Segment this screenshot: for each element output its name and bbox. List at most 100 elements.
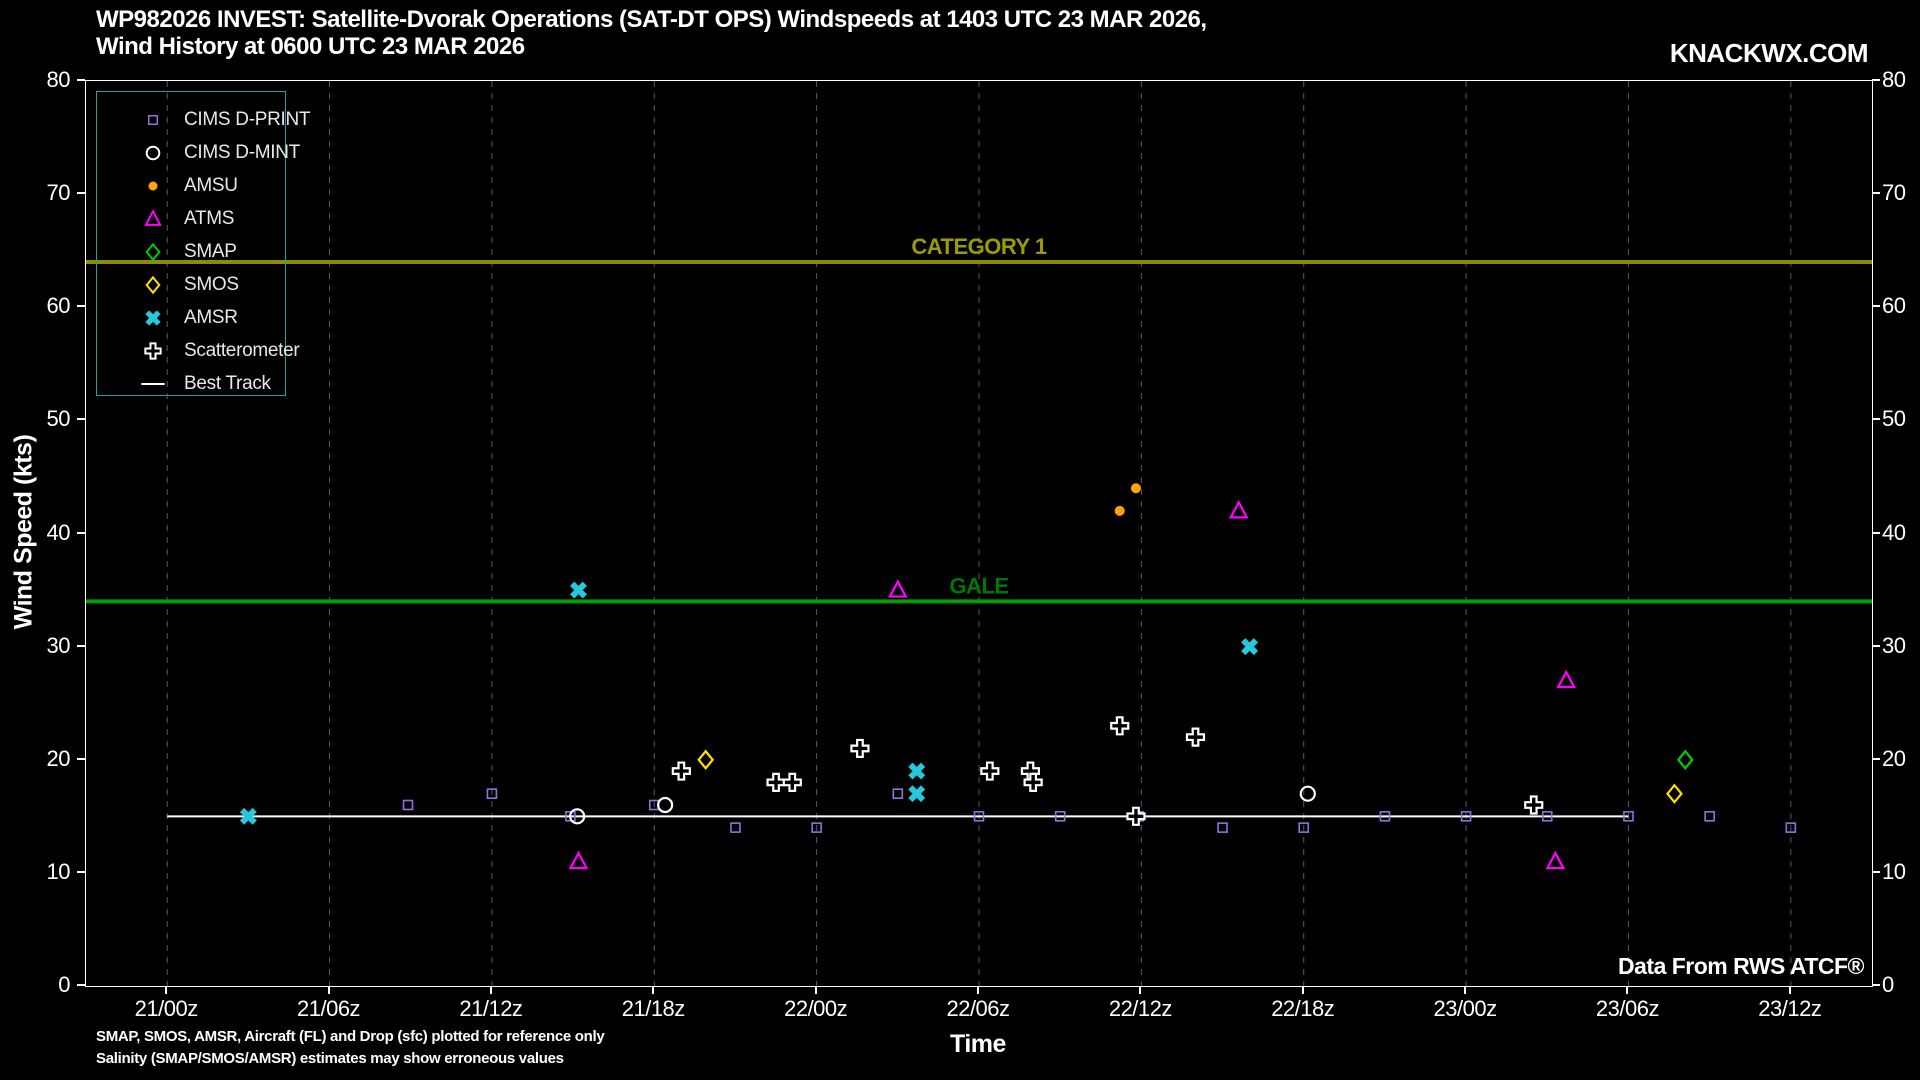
point-scatterometer xyxy=(850,738,870,759)
title-line-2: Wind History at 0600 UTC 23 MAR 2026 xyxy=(96,33,525,60)
x-axis-label: Time xyxy=(950,1030,1006,1058)
plot-area: CATEGORY 1 GALE CIMS D-PRINT CIMS D-MINT AM… xyxy=(85,80,1873,987)
x-tick-label: 21/12z xyxy=(459,996,523,1021)
point-cims-d-print xyxy=(1460,811,1472,822)
legend-marker-amsu xyxy=(148,181,158,190)
y-tick-label-right: 70 xyxy=(1882,180,1906,206)
legend-label: Best Track xyxy=(184,372,271,394)
legend-marker-amsr xyxy=(145,309,161,326)
y-tick-label-left: 60 xyxy=(46,293,71,319)
x-tick xyxy=(977,986,979,994)
y-tick-left xyxy=(77,418,85,421)
point-atms xyxy=(568,850,589,870)
point-amsr xyxy=(570,581,587,599)
legend-item-smos: SMOS xyxy=(97,268,285,301)
x-tick-label: 21/18z xyxy=(621,996,686,1021)
point-cims-d-print xyxy=(811,822,822,833)
footnotes: SMAP, SMOS, AMSR, Aircraft (FL) and Drop… xyxy=(96,1026,605,1070)
y-tick-label-right: 20 xyxy=(1882,745,1906,771)
y-tick-left xyxy=(77,984,85,986)
y-tick-right xyxy=(1872,757,1880,760)
y-tick-label-right: 0 xyxy=(1882,972,1894,997)
y-tick-right xyxy=(1872,644,1880,647)
point-cims-d-print xyxy=(1623,811,1634,822)
point-cims-d-print xyxy=(1541,811,1553,822)
point-cims-d-print xyxy=(973,811,985,822)
y-tick-label-right: 40 xyxy=(1882,519,1906,545)
x-tick-label: 21/00z xyxy=(134,996,199,1021)
y-tick-left xyxy=(77,644,85,647)
x-tick xyxy=(489,986,492,994)
watermark-text: KNACKWX.COM xyxy=(1669,38,1869,68)
point-cims-d-print xyxy=(892,788,904,799)
point-cims-d-mint xyxy=(569,808,586,825)
point-cims-d-print xyxy=(730,822,741,833)
y-tick-label-right: 60 xyxy=(1882,293,1906,319)
y-tick-label-left: 70 xyxy=(46,180,71,206)
legend-label: AMSU xyxy=(184,174,238,196)
point-amsu xyxy=(1114,505,1125,516)
point-scatterometer xyxy=(1023,772,1043,792)
point-atms xyxy=(1228,500,1249,519)
point-scatterometer xyxy=(1110,716,1130,736)
y-tick-left xyxy=(77,192,85,195)
point-atms xyxy=(1545,850,1566,870)
y-tick-label-left: 40 xyxy=(46,519,71,545)
y-tick-label-right: 30 xyxy=(1882,632,1906,658)
point-scatterometer xyxy=(782,772,802,792)
x-tick-label: 22/12z xyxy=(1108,996,1173,1021)
y-tick-label-right: 50 xyxy=(1882,406,1906,432)
x-tick xyxy=(1626,986,1629,994)
point-cims-d-print xyxy=(1298,822,1310,833)
point-amsr xyxy=(239,807,257,825)
y-tick-left xyxy=(77,79,85,81)
point-cims-d-print xyxy=(1054,811,1066,822)
x-tick xyxy=(1139,986,1142,994)
point-scatterometer xyxy=(1524,795,1544,815)
chart-title: WP982026 INVEST: Satellite-Dvorak Operat… xyxy=(96,6,1207,60)
point-cims-d-print xyxy=(1704,811,1715,822)
y-tick-label-left: 20 xyxy=(46,745,71,771)
point-scatterometer xyxy=(671,761,691,781)
x-tick-label: 22/18z xyxy=(1271,996,1335,1021)
legend-label: SMOS xyxy=(184,273,239,295)
y-tick-left xyxy=(77,757,85,760)
point-cims-d-mint xyxy=(656,796,674,814)
y-tick-label-left: 0 xyxy=(58,972,70,997)
y-tick-label-right: 10 xyxy=(1882,858,1906,884)
point-cims-d-print xyxy=(1379,811,1391,822)
x-tick xyxy=(1301,986,1304,994)
x-tick xyxy=(814,986,817,994)
legend-marker-cims-d-mint xyxy=(145,145,161,160)
legend-item-atms: ATMS xyxy=(97,202,285,235)
legend-label: Scatterometer xyxy=(184,339,300,361)
x-tick-label: 23/12z xyxy=(1758,996,1822,1021)
point-smos xyxy=(697,749,715,770)
point-scatterometer xyxy=(1126,806,1146,826)
y-tick-right xyxy=(1872,79,1880,81)
point-amsu xyxy=(1130,483,1141,494)
legend-item-scatterometer: Scatterometer xyxy=(97,334,300,367)
x-tick-label: 22/00z xyxy=(784,996,848,1021)
legend-item-cims-d-mint: CIMS D-MINT xyxy=(97,136,300,169)
x-tick-label: 21/06z xyxy=(297,996,361,1021)
plot-canvas: CATEGORY 1 GALE xyxy=(86,81,1872,986)
y-tick-left xyxy=(77,305,85,308)
legend-label: ATMS xyxy=(184,207,235,229)
legend-label: SMAP xyxy=(184,240,237,262)
title-line-1: WP982026 INVEST: Satellite-Dvorak Operat… xyxy=(96,6,1207,33)
y-tick-left xyxy=(77,531,85,534)
legend-label: CIMS D-MINT xyxy=(184,141,300,163)
legend-marker-cims-d-print xyxy=(147,114,159,125)
y-tick-right xyxy=(1872,531,1880,534)
legend-label: CIMS D-PRINT xyxy=(184,108,311,130)
legend: CIMS D-PRINT CIMS D-MINT AMSU ATMS SMAP SMOS A… xyxy=(96,91,311,396)
footnote-line-1: SMAP, SMOS, AMSR, Aircraft (FL) and Drop… xyxy=(96,1028,605,1045)
y-tick-right xyxy=(1872,984,1880,986)
point-atms xyxy=(1556,669,1577,689)
legend-item-amsu: AMSU xyxy=(97,169,285,202)
point-scatterometer xyxy=(980,761,1000,781)
y-tick-right xyxy=(1872,418,1880,421)
refline-label-category-1: CATEGORY 1 xyxy=(911,234,1046,259)
x-tick-label: 23/06z xyxy=(1595,996,1660,1021)
